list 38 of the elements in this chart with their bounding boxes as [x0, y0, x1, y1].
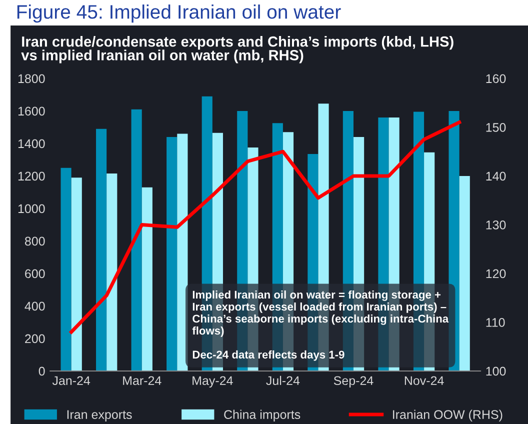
y2-tick-label: 160 — [486, 74, 506, 84]
chart-subtitle: Iran crude/condensate exports and China’s imports (kbd, LHS) vs implied Iranian oil on water (mb, RHS) — [21, 36, 454, 64]
text: Implied Iranian oil on water = floating storage + Iran exports (vessel loaded from Iranian ports) – China’s seaborne imports (excluding intra-China flows) Dec-24 data reflects days 1-9 — [192, 290, 449, 361]
bar — [106, 174, 118, 371]
bar — [131, 109, 142, 371]
x-tick-label: Jul-24 — [266, 376, 300, 386]
legend-label: Iran exports — [67, 410, 132, 422]
y-tick-label: 600 — [25, 269, 45, 278]
y-tick-label: 1800 — [18, 74, 45, 84]
bar — [71, 178, 82, 371]
y2-tick-label: 150 — [486, 123, 506, 132]
bar — [459, 176, 470, 371]
y-tick-label: 1600 — [18, 106, 45, 116]
x-tick-label: Jan-24 — [52, 376, 90, 386]
y-tick-label: 1200 — [18, 172, 45, 181]
y-tick-label: 800 — [24, 236, 45, 246]
x-tick-label: May-24 — [192, 376, 233, 388]
bar — [177, 134, 188, 371]
legend-label: Iranian OOW (RHS) — [393, 410, 502, 422]
y-tick-label: 1000 — [18, 204, 45, 214]
x-tick-label: Sep-24 — [334, 376, 374, 388]
x-tick-label: Mar-24 — [123, 376, 162, 386]
y-tick-label: 1400 — [18, 139, 45, 148]
bar — [142, 187, 152, 371]
y2-tick-label: 100 — [486, 366, 506, 376]
y-tick-label: 0 — [38, 366, 45, 376]
y2-tick-label: 130 — [486, 220, 506, 230]
y2-tick-label: 110 — [486, 318, 505, 327]
y-tick-label: 200 — [25, 334, 45, 344]
y2-tick-label: 140 — [486, 172, 506, 181]
x-tick-label: Nov-24 — [404, 376, 444, 386]
bar — [96, 128, 107, 371]
y2-tick-label: 120 — [486, 269, 506, 278]
bar — [166, 136, 178, 371]
bar — [60, 168, 72, 371]
legend-label: China imports — [224, 410, 300, 422]
y-tick-label: 400 — [24, 302, 45, 311]
chart-title: Figure 45: Implied Iranian oil on water — [17, 4, 341, 23]
